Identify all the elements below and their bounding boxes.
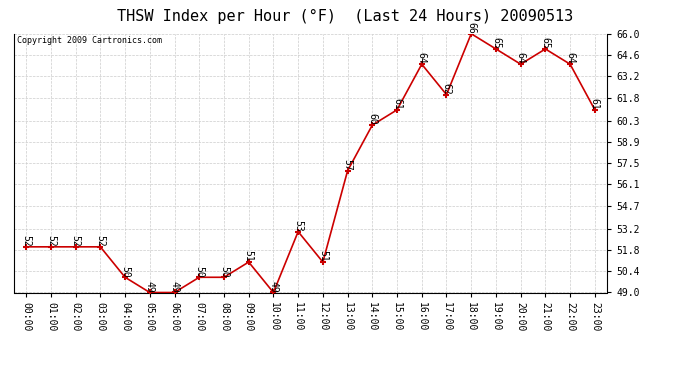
Text: 52: 52 [95, 235, 106, 247]
Text: 52: 52 [46, 235, 56, 247]
Text: 53: 53 [293, 220, 303, 232]
Text: THSW Index per Hour (°F)  (Last 24 Hours) 20090513: THSW Index per Hour (°F) (Last 24 Hours)… [117, 9, 573, 24]
Text: 51: 51 [318, 250, 328, 262]
Text: 52: 52 [70, 235, 81, 247]
Text: 49: 49 [170, 281, 179, 292]
Text: 57: 57 [343, 159, 353, 171]
Text: 65: 65 [540, 37, 551, 49]
Text: 61: 61 [590, 98, 600, 110]
Text: 49: 49 [268, 281, 278, 292]
Text: 52: 52 [21, 235, 31, 247]
Text: 50: 50 [195, 266, 204, 277]
Text: 61: 61 [392, 98, 402, 110]
Text: 66: 66 [466, 22, 476, 34]
Text: 64: 64 [417, 53, 426, 64]
Text: 51: 51 [244, 250, 254, 262]
Text: 50: 50 [120, 266, 130, 277]
Text: 60: 60 [367, 113, 377, 125]
Text: Copyright 2009 Cartronics.com: Copyright 2009 Cartronics.com [17, 36, 161, 45]
Text: 50: 50 [219, 266, 229, 277]
Text: 65: 65 [491, 37, 501, 49]
Text: 64: 64 [515, 53, 526, 64]
Text: 62: 62 [442, 83, 451, 94]
Text: 49: 49 [145, 281, 155, 292]
Text: 64: 64 [565, 53, 575, 64]
